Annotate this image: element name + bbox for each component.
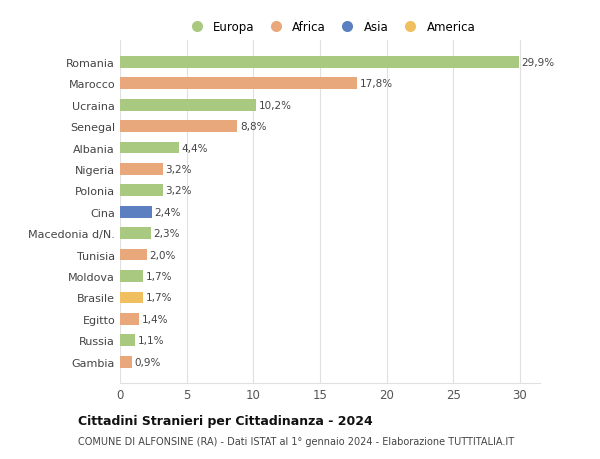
Text: 8,8%: 8,8% bbox=[240, 122, 266, 132]
Text: 29,9%: 29,9% bbox=[521, 58, 554, 68]
Text: 1,1%: 1,1% bbox=[137, 336, 164, 346]
Text: 1,7%: 1,7% bbox=[145, 293, 172, 303]
Bar bbox=[120, 249, 146, 261]
Bar bbox=[120, 335, 134, 347]
Text: 1,7%: 1,7% bbox=[145, 271, 172, 281]
Bar bbox=[120, 121, 238, 133]
Text: 17,8%: 17,8% bbox=[360, 79, 393, 89]
Bar bbox=[120, 207, 152, 218]
Text: 1,4%: 1,4% bbox=[142, 314, 168, 324]
Text: 0,9%: 0,9% bbox=[134, 357, 161, 367]
Text: 2,0%: 2,0% bbox=[149, 250, 176, 260]
Bar bbox=[120, 78, 358, 90]
Bar bbox=[120, 57, 518, 68]
Text: 10,2%: 10,2% bbox=[259, 101, 292, 111]
Bar bbox=[120, 142, 179, 154]
Text: 2,3%: 2,3% bbox=[154, 229, 180, 239]
Text: Cittadini Stranieri per Cittadinanza - 2024: Cittadini Stranieri per Cittadinanza - 2… bbox=[78, 414, 373, 428]
Bar bbox=[120, 228, 151, 240]
Bar bbox=[120, 164, 163, 175]
Bar bbox=[120, 270, 143, 282]
Text: 4,4%: 4,4% bbox=[181, 143, 208, 153]
Bar bbox=[120, 356, 132, 368]
Bar bbox=[120, 292, 143, 303]
Text: 3,2%: 3,2% bbox=[166, 186, 192, 196]
Bar bbox=[120, 185, 163, 197]
Text: 2,4%: 2,4% bbox=[155, 207, 181, 217]
Legend: Europa, Africa, Asia, America: Europa, Africa, Asia, America bbox=[180, 17, 480, 39]
Bar bbox=[120, 100, 256, 112]
Bar bbox=[120, 313, 139, 325]
Text: 3,2%: 3,2% bbox=[166, 165, 192, 174]
Text: COMUNE DI ALFONSINE (RA) - Dati ISTAT al 1° gennaio 2024 - Elaborazione TUTTITAL: COMUNE DI ALFONSINE (RA) - Dati ISTAT al… bbox=[78, 437, 514, 446]
